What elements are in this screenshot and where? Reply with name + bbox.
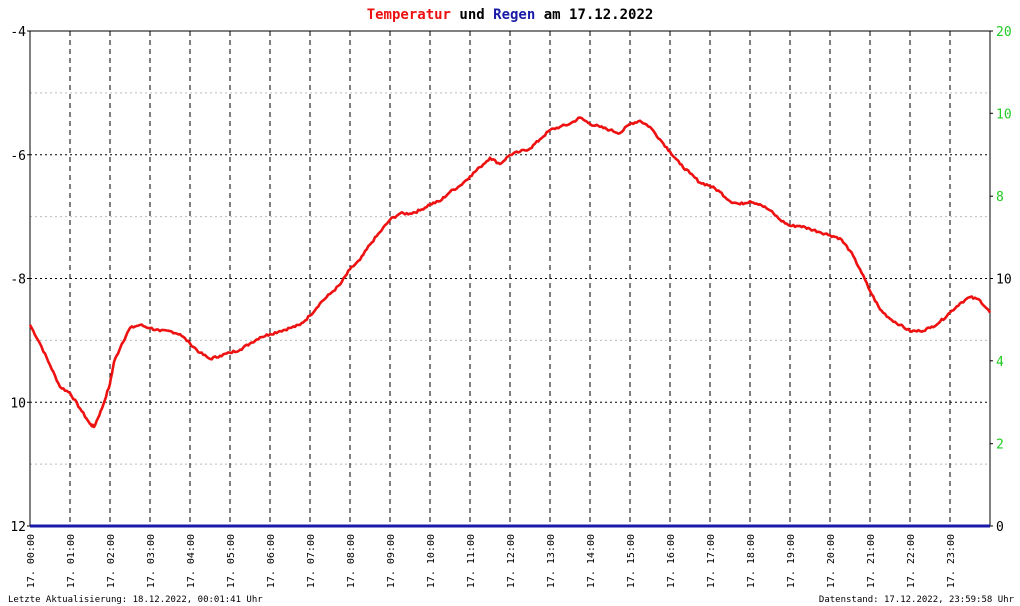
x-tick-label: 17. 17:00 bbox=[706, 534, 717, 588]
x-tick-label: 17. 07:00 bbox=[306, 534, 317, 588]
chart-title: Temperatur und Regen am 17.12.2022 bbox=[367, 7, 654, 23]
series-layer bbox=[28, 116, 992, 528]
left-tick-label: 10 bbox=[10, 396, 26, 411]
title-und: und bbox=[451, 7, 493, 23]
right-tick-label: 0 bbox=[996, 520, 1004, 535]
x-tick-label: 17. 20:00 bbox=[826, 534, 837, 588]
right-tick-label: 10 bbox=[996, 273, 1012, 288]
x-tick-label: 17. 11:00 bbox=[466, 534, 477, 588]
right-tick-label: 10 bbox=[996, 107, 1012, 122]
x-tick-label: 17. 03:00 bbox=[146, 534, 157, 588]
x-tick-label: 17. 12:00 bbox=[506, 534, 517, 588]
x-tick-label: 17. 13:00 bbox=[546, 534, 557, 588]
right-tick-label: 20 bbox=[996, 25, 1012, 40]
x-axis-ticks: 17. 00:00 17. 01:00 17. 02:00 17. 03:00 17. … bbox=[26, 534, 957, 588]
x-tick-label: 17. 05:00 bbox=[226, 534, 237, 588]
x-tick-label: 17. 22:00 bbox=[906, 534, 917, 588]
x-tick-label: 17. 01:00 bbox=[66, 534, 77, 588]
title-date: am 17.12.2022 bbox=[535, 7, 653, 23]
x-tick-label: 17. 23:00 bbox=[946, 534, 957, 588]
x-tick-label: 17. 18:00 bbox=[746, 534, 757, 588]
title-rain: Regen bbox=[493, 7, 535, 23]
x-tick-label: 17. 09:00 bbox=[386, 534, 397, 588]
right-tick-label: 2 bbox=[996, 438, 1004, 453]
x-tick-label: 17. 15:00 bbox=[626, 534, 637, 588]
x-tick-label: 17. 04:00 bbox=[186, 534, 197, 588]
footer-last-update: Letzte Aktualisierung: 18.12.2022, 00:01… bbox=[8, 595, 263, 605]
title-temperature: Temperatur bbox=[367, 7, 451, 23]
x-tick-label: 17. 14:00 bbox=[586, 534, 597, 588]
x-tick-label: 17. 00:00 bbox=[26, 534, 37, 588]
left-tick-label: 12 bbox=[10, 520, 26, 535]
left-tick-label: -6 bbox=[10, 149, 26, 164]
left-tick-label: -4 bbox=[10, 25, 26, 40]
x-tick-label: 17. 06:00 bbox=[266, 534, 277, 588]
right-tick-label: 4 bbox=[996, 355, 1004, 370]
x-tick-label: 17. 21:00 bbox=[866, 534, 877, 588]
temperature-line bbox=[28, 116, 992, 429]
left-axis-ticks: -4 -6 -8 10 12 bbox=[10, 25, 30, 535]
x-tick-label: 17. 08:00 bbox=[346, 534, 357, 588]
footer-data-status: Datenstand: 17.12.2022, 23:59:58 Uhr bbox=[819, 595, 1015, 605]
x-tick-label: 17. 02:00 bbox=[106, 534, 117, 588]
x-tick-label: 17. 16:00 bbox=[666, 534, 677, 588]
x-tick-label: 17. 19:00 bbox=[786, 534, 797, 588]
x-tick-label: 17. 10:00 bbox=[426, 534, 437, 588]
left-tick-label: -8 bbox=[10, 273, 26, 288]
right-tick-label: 8 bbox=[996, 190, 1004, 205]
